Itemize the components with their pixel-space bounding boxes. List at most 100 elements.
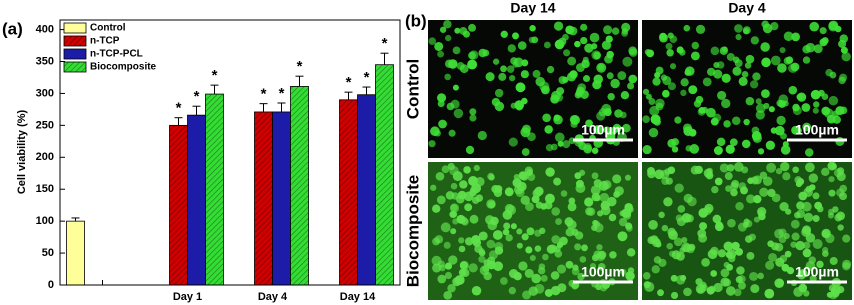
cell — [781, 263, 790, 272]
cell — [488, 250, 499, 260]
cell — [780, 161, 790, 172]
cell — [827, 212, 834, 219]
cell — [766, 162, 777, 173]
cell — [521, 148, 530, 156]
cell — [690, 165, 700, 175]
cell — [542, 113, 551, 123]
cell — [706, 286, 715, 295]
cell — [745, 96, 755, 106]
cell — [792, 166, 799, 174]
cell — [432, 237, 441, 246]
cell — [512, 178, 522, 188]
cell — [726, 52, 735, 61]
cell — [478, 255, 486, 263]
cell — [746, 194, 756, 204]
cell — [443, 19, 452, 29]
cell — [437, 260, 445, 268]
cell — [578, 141, 587, 151]
cell — [448, 255, 458, 265]
cell — [591, 50, 602, 60]
cell — [782, 172, 791, 181]
cell — [553, 21, 564, 31]
cell — [683, 24, 691, 32]
cell — [494, 101, 505, 112]
cell — [537, 267, 546, 275]
cell — [812, 239, 823, 250]
error-bar — [192, 105, 201, 116]
significance-marker: * — [382, 35, 388, 52]
cell — [838, 76, 846, 85]
cell — [792, 106, 802, 116]
cell — [697, 287, 704, 294]
column-label: Day 14 — [510, 0, 555, 16]
cell — [784, 250, 792, 258]
cell — [793, 287, 804, 297]
cell — [727, 218, 736, 228]
cell — [535, 76, 545, 87]
cell — [449, 203, 460, 213]
cell — [510, 223, 517, 230]
cell — [529, 25, 536, 32]
cell — [808, 173, 819, 183]
cell — [842, 259, 852, 269]
cell — [663, 197, 673, 207]
cell — [606, 72, 614, 80]
cell — [741, 139, 751, 149]
micrograph-background — [642, 20, 852, 158]
cell — [574, 40, 581, 48]
cell — [550, 271, 560, 280]
cell — [805, 162, 815, 173]
cell — [525, 202, 534, 212]
cell — [555, 218, 562, 225]
cell — [689, 144, 700, 154]
cell — [662, 89, 670, 98]
cell — [508, 286, 517, 295]
cell — [444, 262, 453, 270]
cell — [682, 123, 692, 133]
cell — [750, 176, 759, 185]
cell — [436, 195, 446, 205]
cell — [567, 56, 577, 66]
cell — [803, 212, 814, 223]
cell — [642, 88, 650, 95]
cell — [661, 224, 669, 232]
cell — [821, 230, 829, 238]
cell — [791, 32, 801, 42]
scale-bar-label: 100µm — [581, 122, 625, 138]
cell — [506, 205, 517, 216]
cell — [521, 59, 529, 67]
cell — [707, 249, 718, 260]
cell — [540, 274, 548, 282]
cell — [443, 290, 453, 300]
cell — [680, 89, 687, 97]
cell — [837, 224, 844, 231]
cell — [830, 288, 840, 298]
cell — [774, 243, 784, 252]
cell — [528, 36, 536, 43]
cell — [472, 238, 482, 247]
cell — [432, 204, 441, 213]
cell — [662, 76, 672, 86]
cell — [723, 241, 734, 252]
cell — [512, 61, 519, 68]
cell — [581, 244, 588, 252]
cell — [434, 41, 444, 51]
cell — [809, 184, 816, 191]
cell — [794, 211, 801, 219]
cell — [734, 288, 742, 297]
cell — [508, 137, 518, 147]
cell — [464, 203, 473, 212]
cell — [713, 282, 723, 293]
cell — [767, 240, 774, 248]
cell — [712, 214, 722, 224]
cell — [782, 141, 789, 148]
cell — [753, 216, 760, 223]
cell — [548, 244, 557, 253]
cell — [589, 32, 600, 43]
x-tick-label: Day 4 — [258, 291, 288, 303]
cell — [690, 51, 700, 61]
cell — [542, 253, 549, 261]
cell — [726, 164, 735, 172]
cell — [788, 85, 798, 95]
y-tick-label: 100 — [36, 215, 54, 227]
